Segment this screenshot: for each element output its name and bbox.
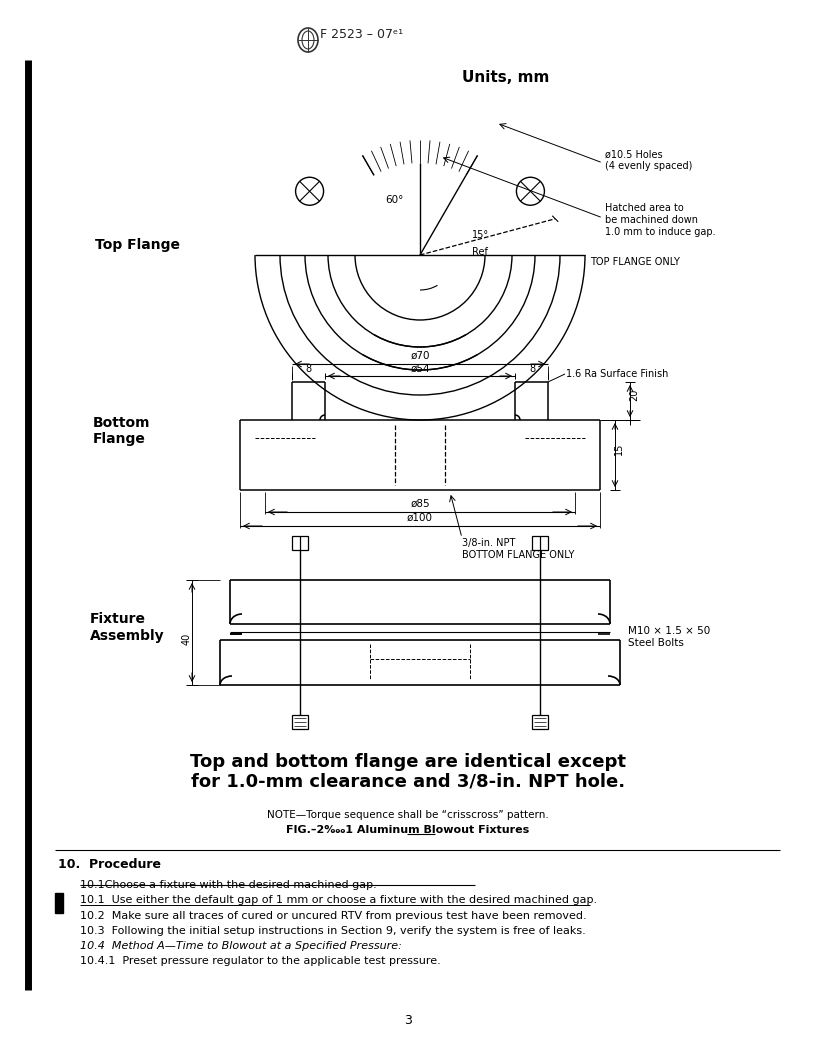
Bar — [55, 893, 63, 913]
Text: ø54: ø54 — [410, 364, 430, 374]
Text: 40: 40 — [182, 633, 192, 645]
Text: 15°: 15° — [472, 230, 489, 240]
Text: Fixture
Assembly: Fixture Assembly — [90, 612, 165, 643]
Bar — [292, 715, 308, 729]
Text: 10.4  Method A—Time to Blowout at a Specified Pressure:: 10.4 Method A—Time to Blowout at a Speci… — [80, 941, 401, 951]
Bar — [292, 536, 308, 550]
Text: FIG.–2‱1 Aluminum Blowout Fixtures: FIG.–2‱1 Aluminum Blowout Fixtures — [286, 825, 530, 835]
Text: TOP FLANGE ONLY: TOP FLANGE ONLY — [590, 257, 680, 267]
Bar — [532, 536, 548, 550]
Text: 20: 20 — [629, 389, 639, 401]
Text: 10.4.1  Preset pressure regulator to the applicable test pressure.: 10.4.1 Preset pressure regulator to the … — [80, 956, 441, 966]
Text: Top Flange: Top Flange — [95, 238, 180, 252]
Text: ø100: ø100 — [407, 513, 433, 523]
Text: Bottom
Flange: Bottom Flange — [93, 416, 150, 446]
Text: 3/8-in. NPT: 3/8-in. NPT — [462, 538, 516, 548]
Bar — [532, 715, 548, 729]
Text: 10.3  Following the initial setup instructions in Section 9, verify the system i: 10.3 Following the initial setup instruc… — [80, 926, 586, 936]
Text: 15: 15 — [614, 442, 624, 455]
Text: 8: 8 — [305, 364, 311, 374]
Text: Units, mm: Units, mm — [462, 71, 550, 86]
Text: 3: 3 — [404, 1014, 412, 1026]
Text: Hatched area to
be machined down
1.0 mm to induce gap.: Hatched area to be machined down 1.0 mm … — [605, 204, 716, 237]
Text: BOTTOM FLANGE ONLY: BOTTOM FLANGE ONLY — [462, 550, 574, 560]
Text: 10.2  Make sure all traces of cured or uncured RTV from previous test have been : 10.2 Make sure all traces of cured or un… — [80, 911, 587, 921]
Text: 1.6 Ra Surface Finish: 1.6 Ra Surface Finish — [566, 369, 668, 379]
Text: F 2523 – 07ᵉ¹: F 2523 – 07ᵉ¹ — [320, 27, 403, 40]
Text: ø85: ø85 — [410, 499, 430, 509]
Text: NOTE—Torque sequence shall be “crisscross” pattern.: NOTE—Torque sequence shall be “crisscros… — [267, 810, 549, 821]
Text: 10.1  Use either the default gap of 1 mm or choose a fixture with the desired ma: 10.1 Use either the default gap of 1 mm … — [80, 895, 597, 905]
Text: for 1.0-mm clearance and 3/8-in. NPT hole.: for 1.0-mm clearance and 3/8-in. NPT hol… — [191, 773, 625, 791]
Text: M10 × 1.5 × 50
Steel Bolts: M10 × 1.5 × 50 Steel Bolts — [628, 626, 710, 647]
Text: Top and bottom flange are identical except: Top and bottom flange are identical exce… — [190, 753, 626, 771]
Text: ø70: ø70 — [410, 351, 430, 361]
Text: ø10.5 Holes
(4 evenly spaced): ø10.5 Holes (4 evenly spaced) — [605, 149, 692, 171]
Text: 60°: 60° — [385, 195, 403, 205]
Text: 10.  Procedure: 10. Procedure — [58, 859, 161, 871]
Text: 8: 8 — [529, 364, 535, 374]
Text: Ref: Ref — [472, 247, 488, 257]
Text: 10.1Choose a fixture with the desired machined gap.: 10.1Choose a fixture with the desired ma… — [80, 880, 377, 890]
